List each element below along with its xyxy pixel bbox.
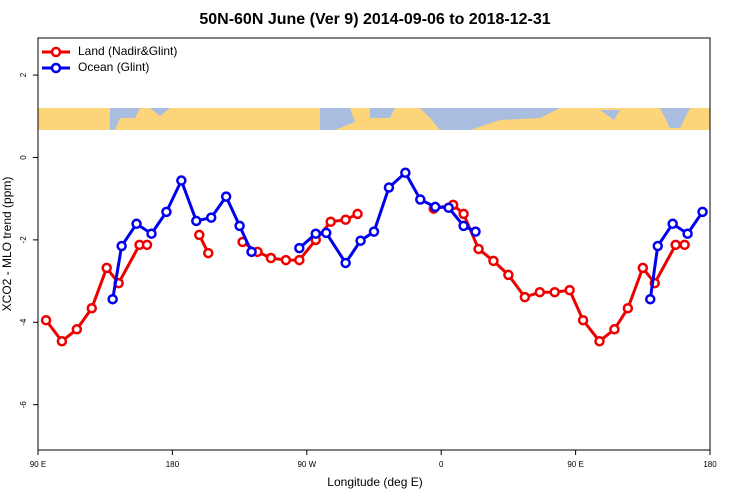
data-point [667, 218, 678, 230]
x-tick-label: 180 [166, 460, 180, 469]
data-point [352, 208, 363, 220]
data-point [622, 303, 634, 314]
data-point [549, 286, 560, 298]
data-point [191, 215, 202, 227]
legend-marker [50, 62, 62, 74]
data-point [670, 239, 681, 251]
data-point [368, 226, 380, 237]
legend-label: Land (Nadir&Glint) [78, 44, 177, 58]
data-point [310, 228, 322, 239]
y-tick-label: -6 [19, 401, 28, 409]
series-line [433, 203, 685, 344]
plot-frame [37, 37, 711, 451]
data-point [637, 262, 649, 274]
data-point [146, 228, 157, 239]
data-point [194, 229, 205, 241]
data-point [645, 293, 656, 305]
y-tick-label: -2 [19, 236, 28, 244]
data-point [534, 286, 546, 298]
data-point [340, 214, 351, 225]
data-point [503, 269, 514, 281]
data-point [107, 293, 118, 305]
data-point [294, 254, 305, 266]
chart-title: 50N-60N June (Ver 9) 2014-09-06 to 2018-… [199, 11, 550, 28]
data-point [280, 254, 292, 266]
data-point [56, 335, 68, 347]
x-tick-label: 90 W [297, 460, 316, 469]
data-point [220, 191, 232, 202]
data-point [594, 335, 605, 347]
x-tick-label: 180 [703, 460, 717, 469]
data-point [86, 303, 98, 314]
data-point [141, 239, 153, 251]
data-point [577, 314, 589, 326]
data-point [101, 262, 112, 274]
data-point [325, 216, 336, 228]
data-point [519, 291, 531, 303]
data-point [415, 194, 426, 205]
y-axis-label: XCO2 - MLO trend (ppm) [0, 177, 14, 312]
data-point [116, 240, 127, 252]
data-point [652, 240, 663, 252]
legend-marker [50, 46, 62, 58]
data-point [458, 208, 469, 220]
data-point [429, 201, 441, 213]
data-point [40, 314, 52, 326]
y-tick-label: 0 [19, 155, 28, 160]
data-point [205, 212, 217, 223]
data-point [609, 324, 620, 335]
data-point [320, 227, 332, 239]
data-point [340, 257, 351, 269]
data-point [458, 220, 469, 232]
legend-label: Ocean (Glint) [78, 60, 149, 74]
data-point [679, 239, 690, 251]
x-tick-label: 0 [439, 460, 444, 469]
data-point [470, 226, 481, 237]
data-point [488, 255, 499, 267]
data-point [265, 252, 277, 264]
data-point [202, 247, 214, 259]
data-point [71, 324, 83, 335]
x-tick-label: 90 E [567, 460, 583, 469]
map-strip [38, 108, 710, 130]
data-point [697, 206, 708, 218]
data-point [355, 235, 366, 246]
data-point [473, 243, 484, 255]
data-point [443, 202, 454, 213]
data-point [234, 220, 245, 232]
data-point [131, 218, 142, 230]
x-tick-label: 90 E [30, 460, 46, 469]
data-point [400, 167, 411, 178]
data-point [383, 182, 395, 193]
y-tick-label: -4 [19, 318, 28, 326]
data-point [161, 206, 172, 218]
x-axis-label: Longitude (deg E) [327, 475, 422, 489]
data-point [682, 228, 693, 239]
data-point [564, 284, 575, 296]
data-point [246, 246, 257, 258]
y-tick-label: 2 [19, 72, 28, 77]
data-point [294, 242, 305, 254]
data-point [176, 175, 187, 186]
series-line [44, 243, 148, 344]
